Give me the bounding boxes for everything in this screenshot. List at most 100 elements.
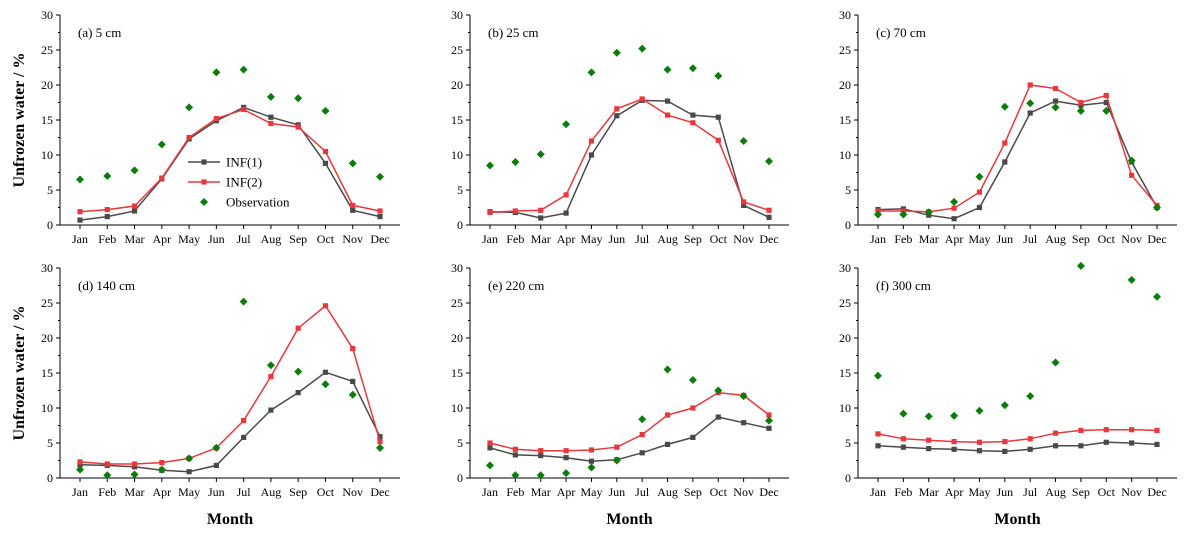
data-point-observation bbox=[1153, 292, 1161, 301]
chart-panel-6: 0 5 10 15 20 25 30 Jan Feb Mar Apr May Jun Jul Aug Sep O… bbox=[839, 261, 1177, 528]
data-point-inf-2 bbox=[159, 175, 165, 181]
data-point-inf-1 bbox=[377, 214, 383, 220]
series-line-inf-1 bbox=[877, 441, 1158, 453]
x-tick-label: Jul bbox=[237, 485, 252, 499]
x-tick-label: Dec bbox=[759, 232, 778, 246]
data-point-inf-2 bbox=[1027, 82, 1033, 88]
x-tick-label: Jun bbox=[608, 232, 625, 246]
y-tick-label: 5 bbox=[47, 183, 53, 197]
x-axis-title: Month bbox=[606, 511, 652, 528]
data-point-observation bbox=[266, 361, 275, 370]
x-tick-label: Feb bbox=[506, 485, 524, 499]
data-point-observation bbox=[950, 411, 959, 420]
x-tick-label: Jul bbox=[635, 232, 650, 246]
y-tick-label: 30 bbox=[451, 8, 463, 22]
data-point-observation bbox=[924, 412, 933, 421]
x-tick-label: Jan bbox=[72, 485, 88, 499]
data-point-observation bbox=[612, 456, 621, 465]
x-tick-label: Dec bbox=[370, 485, 389, 499]
data-point-inf-1 bbox=[295, 390, 301, 396]
data-point-inf-1 bbox=[766, 214, 772, 220]
y-tick-label: 30 bbox=[839, 261, 851, 275]
y-tick-label: 15 bbox=[451, 366, 463, 380]
data-point-inf-2 bbox=[268, 373, 274, 380]
series-line-inf-1 bbox=[877, 100, 1158, 220]
data-point-inf-1 bbox=[614, 113, 620, 119]
data-point-inf-2 bbox=[131, 203, 138, 209]
x-tick-label: Jun bbox=[996, 232, 1013, 246]
y-tick-label: 20 bbox=[451, 78, 463, 92]
y-tick-label: 5 bbox=[457, 183, 463, 197]
x-tick-label: May bbox=[580, 485, 602, 499]
series-line-inf-2 bbox=[79, 108, 381, 213]
data-point-inf-2 bbox=[350, 345, 356, 352]
data-point-observation bbox=[185, 103, 194, 112]
data-point-inf-1 bbox=[322, 160, 329, 166]
data-point-observation bbox=[511, 158, 520, 166]
data-point-observation bbox=[714, 386, 723, 395]
data-point-inf-1 bbox=[241, 434, 247, 440]
data-point-inf-1 bbox=[951, 216, 957, 222]
y-tick-label: 15 bbox=[839, 366, 851, 380]
data-point-observation bbox=[1000, 102, 1009, 111]
data-point-inf-2 bbox=[875, 431, 881, 437]
data-point-inf-1 bbox=[741, 202, 747, 208]
y-tick-label: 0 bbox=[47, 218, 53, 232]
data-point-inf-1 bbox=[213, 462, 219, 468]
data-point-inf-1 bbox=[715, 414, 721, 420]
y-tick-label: 10 bbox=[839, 148, 851, 162]
data-point-inf-2 bbox=[690, 120, 696, 126]
y-tick-label: 10 bbox=[839, 401, 851, 415]
data-point-inf-2 bbox=[104, 461, 110, 467]
series-line-inf-2 bbox=[877, 428, 1158, 444]
y-tick-label: 25 bbox=[41, 296, 53, 310]
data-point-inf-2 bbox=[951, 205, 957, 211]
data-point-inf-1 bbox=[900, 444, 906, 450]
data-point-observation bbox=[874, 210, 882, 219]
data-point-observation bbox=[975, 406, 984, 415]
data-point-observation bbox=[688, 64, 697, 73]
chart-panel-5: 0 5 10 15 20 25 30 Jan Feb Mar Apr May Jun Jul Aug Sep O… bbox=[451, 261, 789, 528]
data-point-inf-2 bbox=[588, 138, 595, 144]
data-point-observation bbox=[638, 44, 647, 53]
data-point-inf-2 bbox=[377, 439, 383, 445]
legend-marker-observation bbox=[200, 198, 208, 206]
data-point-observation bbox=[612, 48, 621, 57]
y-tick-label: 25 bbox=[41, 43, 53, 57]
data-point-observation bbox=[975, 172, 984, 181]
data-point-inf-1 bbox=[131, 208, 138, 214]
data-point-inf-1 bbox=[77, 462, 83, 468]
x-tick-label: Jan bbox=[72, 232, 88, 246]
data-point-inf-2 bbox=[1027, 436, 1033, 442]
data-point-inf-2 bbox=[1129, 172, 1135, 178]
x-tick-label: Mar bbox=[919, 232, 939, 246]
x-tick-label: Oct bbox=[317, 485, 335, 499]
data-point-inf-1 bbox=[563, 455, 569, 461]
y-tick-label: 30 bbox=[41, 8, 53, 22]
data-point-inf-2 bbox=[487, 440, 493, 446]
x-tick-label: Apr bbox=[945, 232, 964, 246]
data-point-inf-2 bbox=[487, 209, 493, 215]
data-point-inf-1 bbox=[1154, 441, 1160, 447]
data-point-inf-2 bbox=[563, 448, 569, 454]
data-point-inf-2 bbox=[766, 207, 772, 213]
series-line-inf-2 bbox=[79, 304, 381, 465]
data-point-inf-2 bbox=[715, 137, 721, 143]
data-point-inf-1 bbox=[715, 114, 721, 120]
data-point-observation bbox=[157, 465, 166, 474]
data-point-inf-2 bbox=[377, 208, 383, 214]
data-point-inf-1 bbox=[588, 458, 595, 464]
data-point-observation bbox=[1076, 106, 1085, 115]
data-point-inf-1 bbox=[512, 452, 518, 458]
data-point-inf-1 bbox=[1027, 110, 1033, 116]
x-tick-label: Aug bbox=[1045, 485, 1066, 499]
data-point-inf-2 bbox=[159, 460, 165, 466]
chart-panel-4: 0 5 10 15 20 25 30 Jan Feb Mar Apr May Jun Jul Aug Sep O… bbox=[11, 261, 400, 528]
data-point-inf-2 bbox=[951, 439, 957, 445]
y-axis-title: Unfrozen water / % bbox=[11, 306, 28, 441]
data-point-observation bbox=[266, 92, 275, 101]
data-point-observation bbox=[950, 197, 959, 206]
data-point-observation bbox=[321, 380, 330, 389]
data-point-inf-2 bbox=[1129, 427, 1135, 433]
x-tick-label: Apr bbox=[152, 485, 171, 499]
